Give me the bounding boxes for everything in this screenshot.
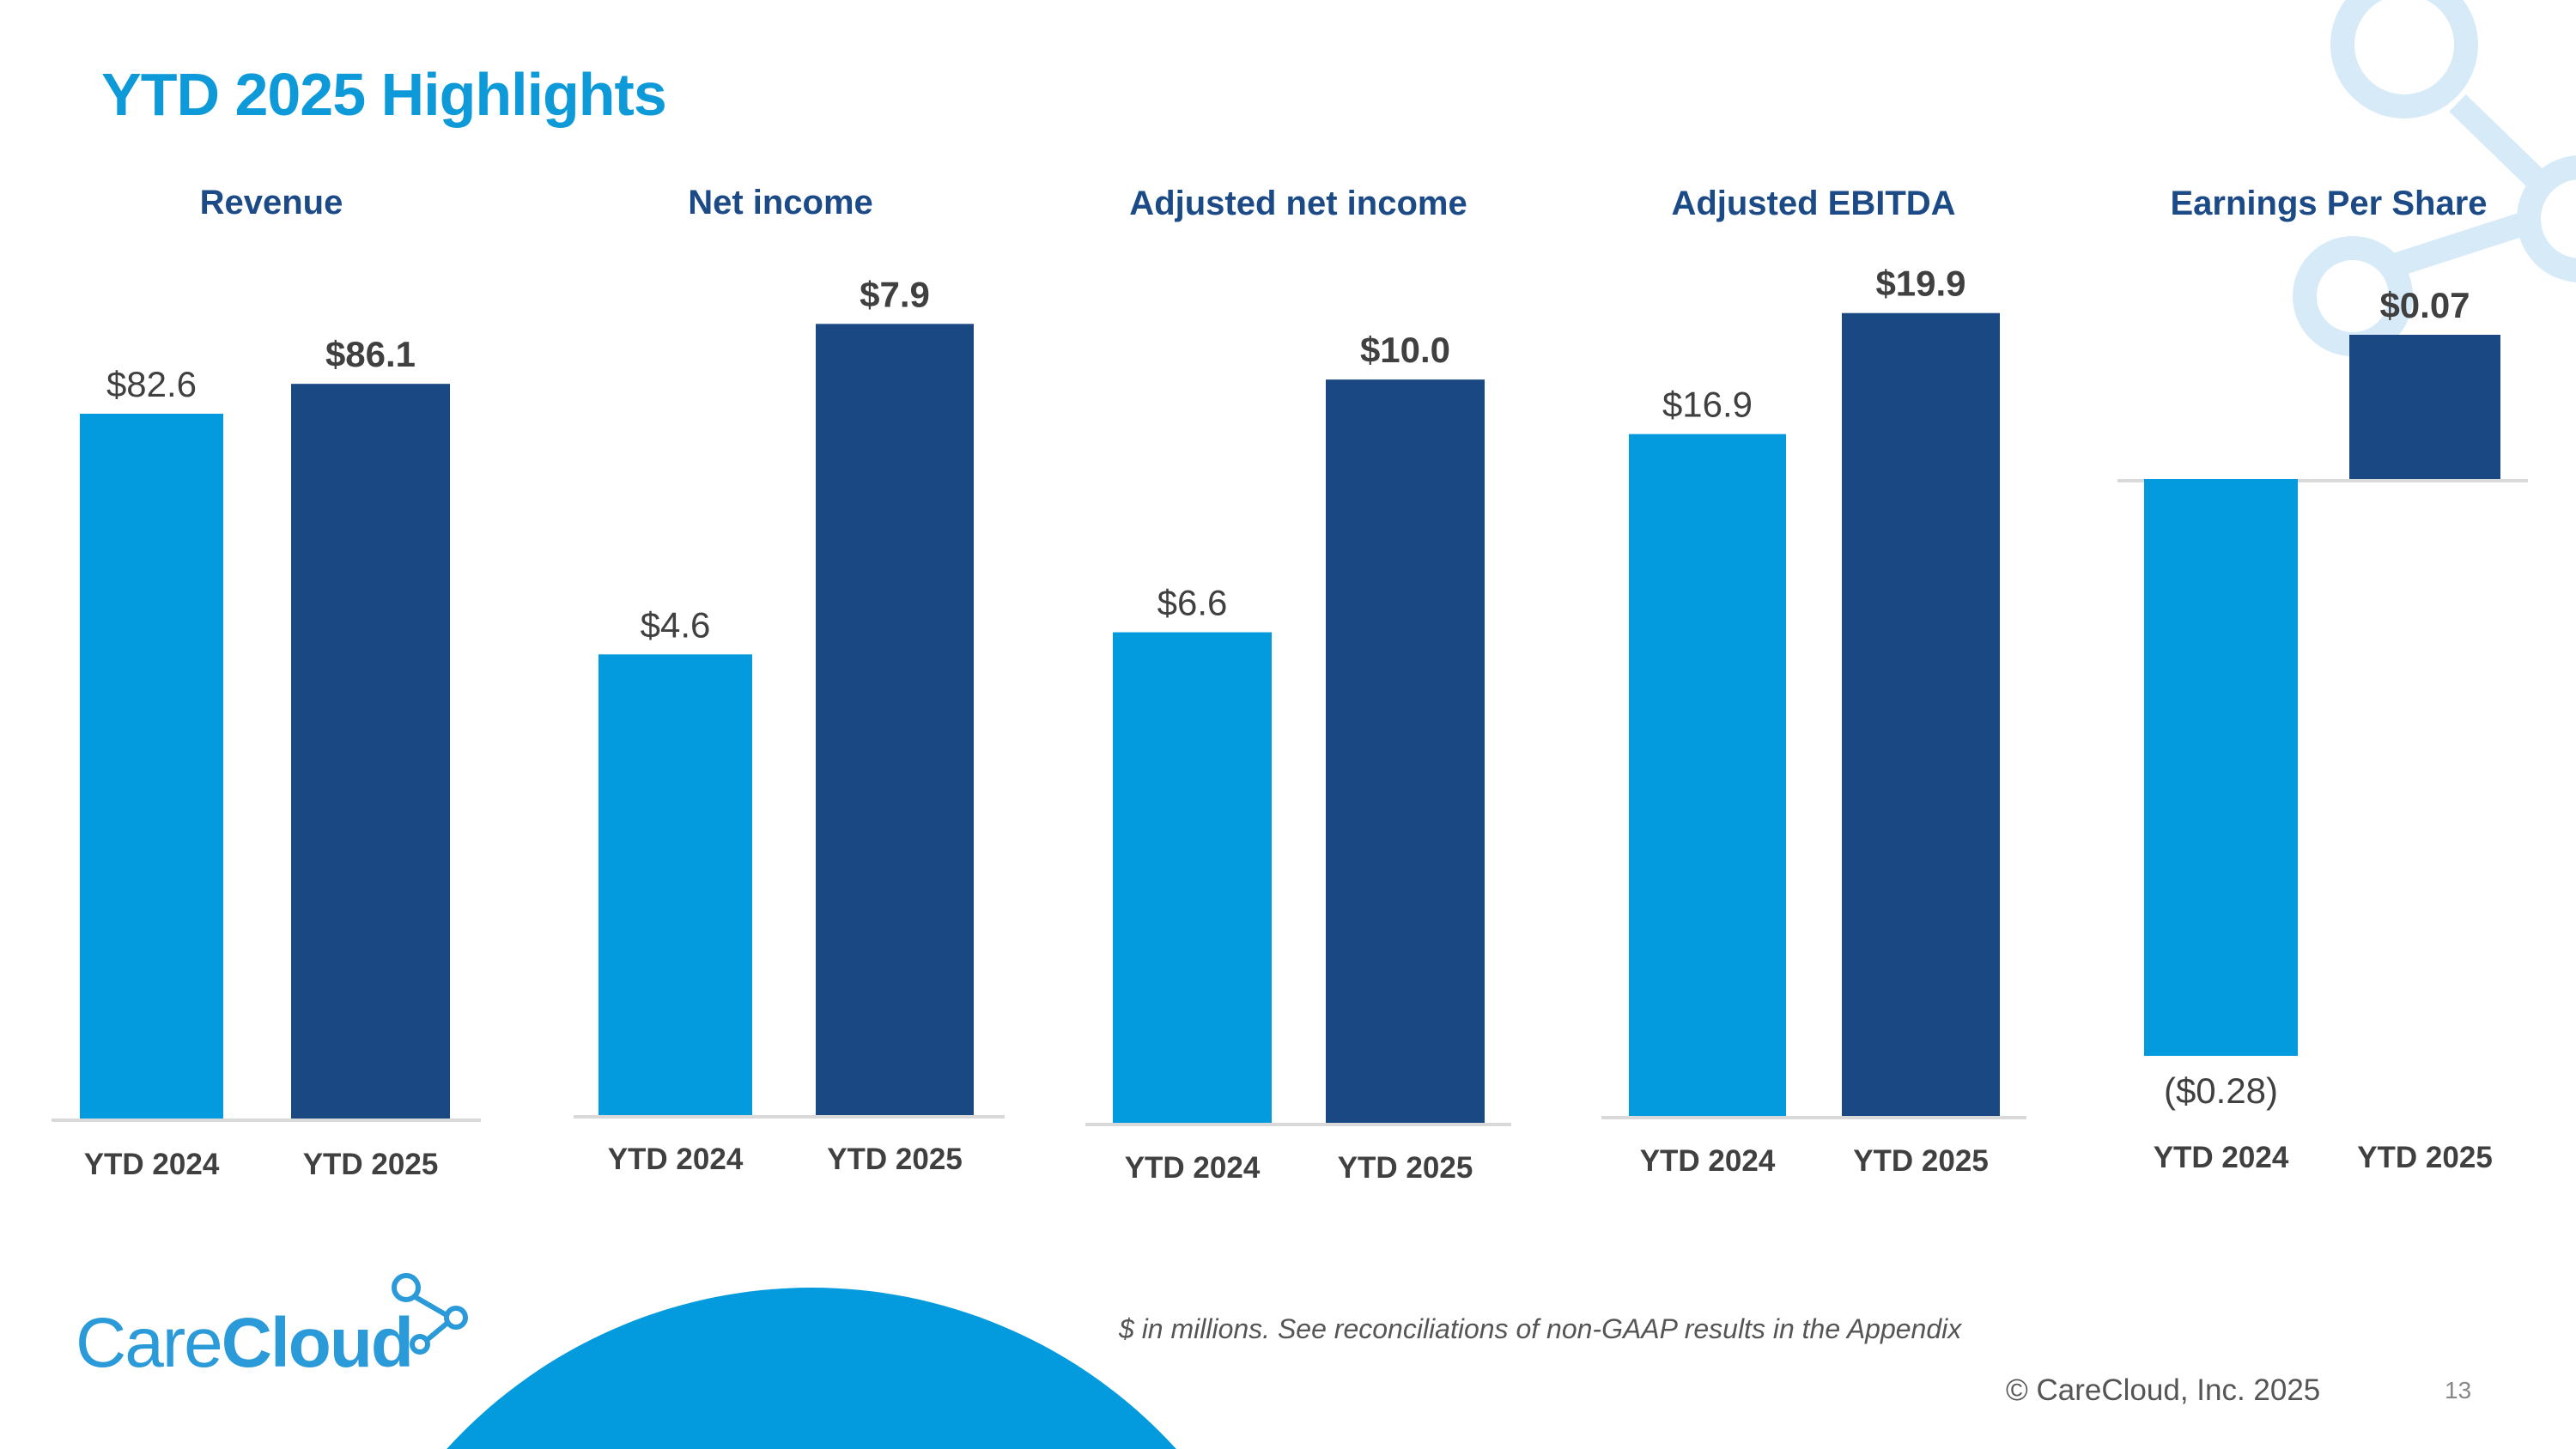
decoration-connector bbox=[2383, 213, 2524, 280]
data-label: $82.6 bbox=[106, 364, 197, 404]
category-label: YTD 2024 bbox=[84, 1148, 220, 1181]
chart-title-adjusted-net-income: Adjusted net income bbox=[1129, 185, 1467, 222]
data-label: $16.9 bbox=[1662, 385, 1753, 425]
logo-wordmark: CareCloud bbox=[76, 1303, 414, 1384]
chart-title-eps: Earnings Per Share bbox=[2170, 185, 2488, 222]
bar-ytd-2025 bbox=[816, 324, 974, 1115]
data-label: $6.6 bbox=[1157, 583, 1228, 623]
data-label: $4.6 bbox=[641, 604, 711, 645]
chart-title-revenue: Revenue bbox=[199, 184, 343, 221]
chart-title-net-income: Net income bbox=[688, 184, 873, 221]
logo-text-cloud: Cloud bbox=[221, 1304, 414, 1382]
data-label: $10.0 bbox=[1360, 330, 1450, 370]
decoration-circle bbox=[2330, 0, 2478, 118]
bar-ytd-2024 bbox=[1629, 433, 1786, 1116]
data-label: $0.07 bbox=[2379, 285, 2470, 325]
category-label: YTD 2024 bbox=[1640, 1144, 1776, 1178]
data-label: $86.1 bbox=[325, 334, 416, 374]
decoration-circle bbox=[2517, 155, 2576, 282]
bar-ytd-2025 bbox=[1326, 379, 1485, 1124]
chart-title-adjusted-ebitda: Adjusted EBITDA bbox=[1671, 185, 1956, 222]
category-label: YTD 2025 bbox=[303, 1148, 439, 1181]
footnote: $ in millions. See reconciliations of no… bbox=[1119, 1313, 1962, 1344]
decorative-dome bbox=[447, 1288, 1176, 1449]
category-label: YTD 2024 bbox=[2154, 1141, 2289, 1174]
bar-ytd-2025 bbox=[2349, 335, 2500, 479]
bar-ytd-2024 bbox=[80, 413, 223, 1119]
data-label: $7.9 bbox=[860, 274, 930, 314]
copyright: © CareCloud, Inc. 2025 bbox=[2006, 1373, 2321, 1407]
category-label: YTD 2025 bbox=[1338, 1151, 1473, 1185]
data-label: $19.9 bbox=[1875, 264, 1965, 304]
page-number: 13 bbox=[2445, 1377, 2472, 1404]
bar-ytd-2024 bbox=[2144, 479, 2298, 1056]
logo-molecule-icon bbox=[392, 1273, 468, 1355]
carecloud-logo: CareCloud bbox=[76, 1270, 488, 1391]
bar-ytd-2024 bbox=[1113, 632, 1272, 1123]
bar-ytd-2025 bbox=[1842, 312, 2000, 1116]
category-label: YTD 2024 bbox=[608, 1143, 744, 1176]
logo-text-care: Care bbox=[76, 1304, 223, 1382]
category-label: YTD 2024 bbox=[1125, 1151, 1261, 1185]
bar-ytd-2024 bbox=[598, 654, 752, 1115]
decoration-connector bbox=[2449, 94, 2550, 194]
data-label: ($0.28) bbox=[2164, 1070, 2278, 1111]
category-label: YTD 2025 bbox=[1853, 1144, 1989, 1178]
page-title: YTD 2025 Highlights bbox=[101, 61, 667, 128]
bar-ytd-2025 bbox=[291, 384, 450, 1119]
category-label: YTD 2025 bbox=[827, 1143, 963, 1176]
category-label: YTD 2025 bbox=[2357, 1141, 2493, 1174]
